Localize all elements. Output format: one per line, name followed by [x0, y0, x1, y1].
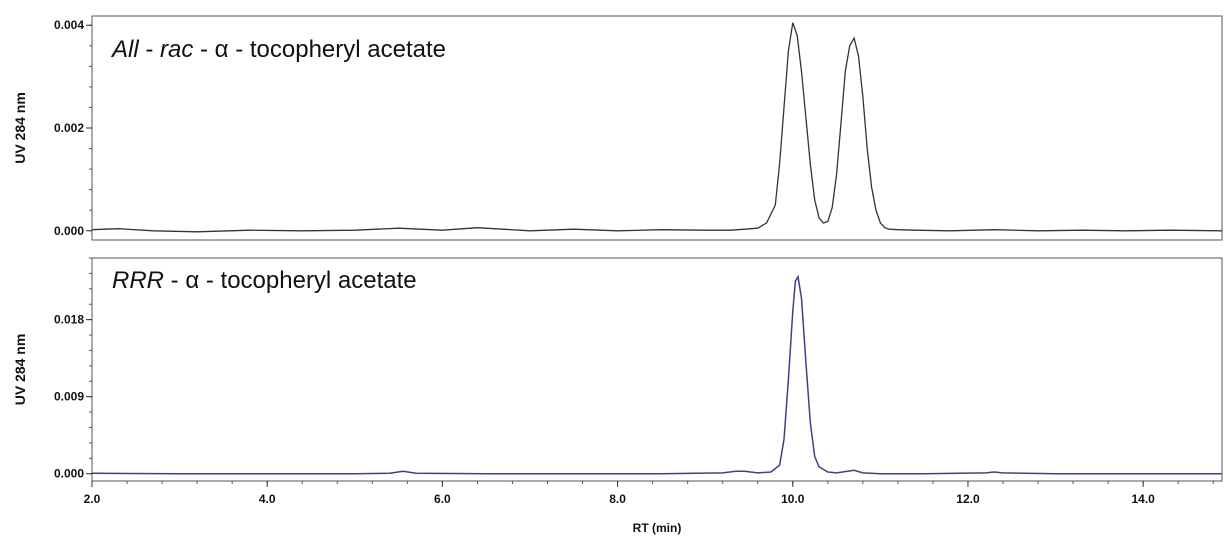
y-tick-label: 0.004	[54, 18, 84, 32]
y-axis-ticks: 0.000 0.009 0.018	[54, 257, 92, 481]
panel-title: RRR - α - tocopheryl acetate	[112, 267, 417, 294]
y-tick-label: 0.018	[54, 313, 84, 327]
x-tick-label: 10.0	[781, 492, 805, 506]
panel-title: All - rac - α - tocopheryl acetate	[110, 36, 446, 63]
panel-all-rac: 0.000 0.002 0.004 UV 284 nm All - rac - α …	[12, 15, 1223, 241]
title-part: RRR	[112, 267, 164, 294]
x-tick-label: 4.0	[259, 492, 276, 506]
series-line	[91, 22, 1223, 233]
x-tick-label: 6.0	[434, 492, 451, 506]
y-tick-label: 0.000	[54, 467, 84, 481]
y-tick-label: 0.009	[54, 390, 84, 404]
x-tick-label: 12.0	[956, 492, 980, 506]
panel-rrr: 0.000 0.009 0.018 UV 284 nm RRR - α - toco…	[12, 257, 1223, 535]
y-axis-title: UV 284 nm	[12, 92, 28, 164]
x-tick-label: 8.0	[609, 492, 626, 506]
y-axis-ticks: 0.000 0.002 0.004	[54, 18, 92, 238]
title-part: - α - tocopheryl acetate	[164, 267, 417, 294]
title-part: -	[139, 36, 160, 63]
title-part: - α - tocopheryl acetate	[193, 36, 446, 63]
title-part: All	[110, 36, 139, 63]
y-axis-title: UV 284 nm	[12, 334, 28, 406]
x-axis-title: RT (min)	[633, 521, 682, 535]
plot-frame	[91, 257, 1223, 482]
y-tick-label: 0.000	[54, 224, 84, 238]
y-tick-label: 0.002	[54, 121, 84, 135]
title-part: rac	[160, 36, 193, 63]
x-tick-label: 2.0	[84, 492, 101, 506]
series-line	[91, 274, 1222, 475]
x-axis-ticks: 2.0 4.0 6.0 8.0 10.0 12.0 14.0	[84, 481, 1214, 506]
x-tick-label: 14.0	[1131, 492, 1155, 506]
